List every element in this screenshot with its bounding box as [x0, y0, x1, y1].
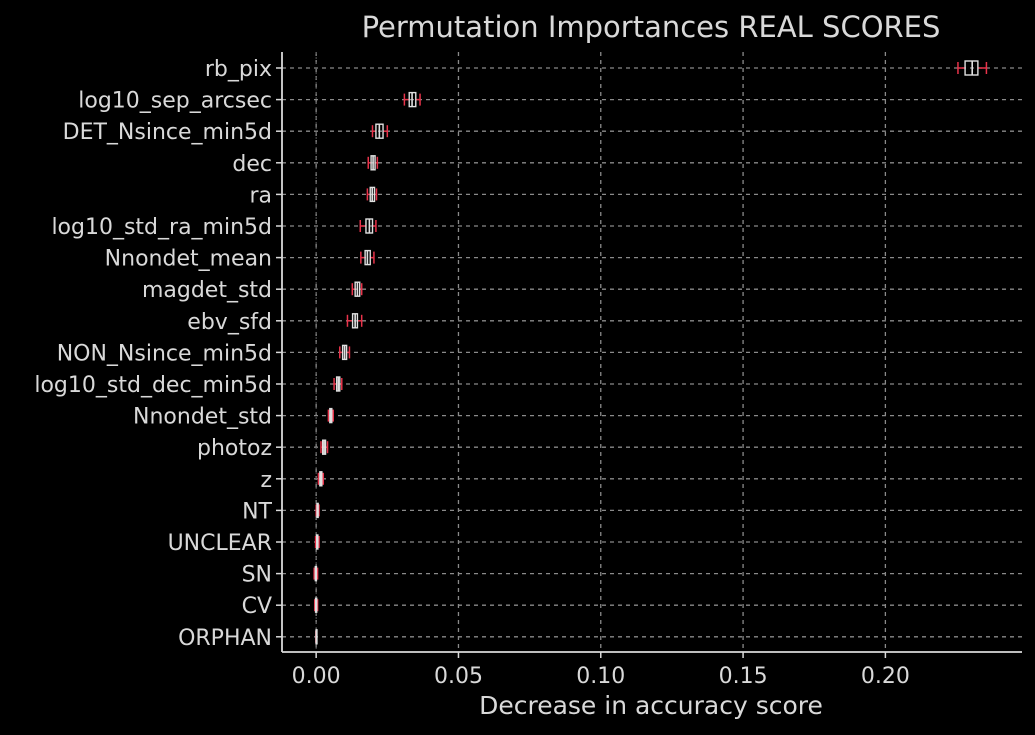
y-tick-label: log10_sep_arcsec [78, 89, 272, 114]
y-tick-label: DET_Nsince_min5d [63, 120, 272, 145]
y-tick-label: dec [232, 152, 272, 177]
y-tick-label: ORPHAN [178, 626, 272, 651]
grid [282, 52, 1022, 652]
y-tick-label: SN [242, 563, 272, 588]
box-photoz [320, 439, 329, 455]
y-tick-label: magdet_std [142, 278, 272, 303]
y-tick-label: Nnondet_std [133, 405, 272, 430]
box-log10-sep-arcsec [403, 91, 421, 108]
y-tick-label: NON_Nsince_min5d [57, 341, 272, 366]
y-tick-label: ra [249, 183, 272, 208]
y-tick-label: UNCLEAR [168, 531, 272, 556]
box-magdet-std [351, 281, 363, 297]
box-orphan [315, 629, 318, 645]
x-tick-label: 0.15 [719, 664, 768, 689]
y-tick-label: z [260, 468, 272, 493]
box-nnondet-std [327, 407, 334, 424]
box-dec [367, 155, 379, 171]
y-tick-label: rb_pix [205, 57, 272, 82]
chart-title: Permutation Importances REAL SCORES [362, 10, 941, 44]
box-ra [366, 186, 378, 203]
box-rb-pix [957, 60, 988, 76]
y-tick-label: ebv_sfd [187, 310, 272, 335]
y-tick-label: CV [242, 594, 272, 619]
box-nt [315, 502, 320, 519]
x-tick-label: 0.10 [576, 664, 625, 689]
y-tick-label: photoz [197, 436, 272, 461]
x-tick-label: 0.05 [434, 664, 483, 689]
box-unclear [314, 534, 320, 550]
axes [276, 52, 1022, 658]
box-log10-std-ra-min5d [359, 218, 377, 234]
box-sn [313, 565, 319, 582]
box-cv [313, 597, 319, 613]
box-non-nsince-min5d [339, 344, 351, 361]
x-tick-label: 0.20 [861, 664, 910, 689]
x-tick-label: 0.00 [292, 664, 341, 689]
box-det-nsince-min5d [371, 123, 389, 139]
box-nnondet-mean [360, 249, 375, 266]
box-z [317, 471, 325, 487]
box-ebv-sfd [346, 313, 363, 329]
x-axis-label: Decrease in accuracy score [479, 691, 823, 720]
y-tick-label: NT [242, 499, 272, 524]
y-tick-label: log10_std_dec_min5d [34, 373, 272, 398]
y-tick-label: Nnondet_mean [105, 247, 272, 272]
y-tick-label: log10_std_ra_min5d [51, 215, 272, 240]
box-log10-std-dec-min5d [333, 376, 343, 392]
labels: 0.00 0.05 0.10 0.15 0.20 rb_pix log10_sep_arcs… [34, 57, 910, 689]
boxes [313, 60, 988, 645]
